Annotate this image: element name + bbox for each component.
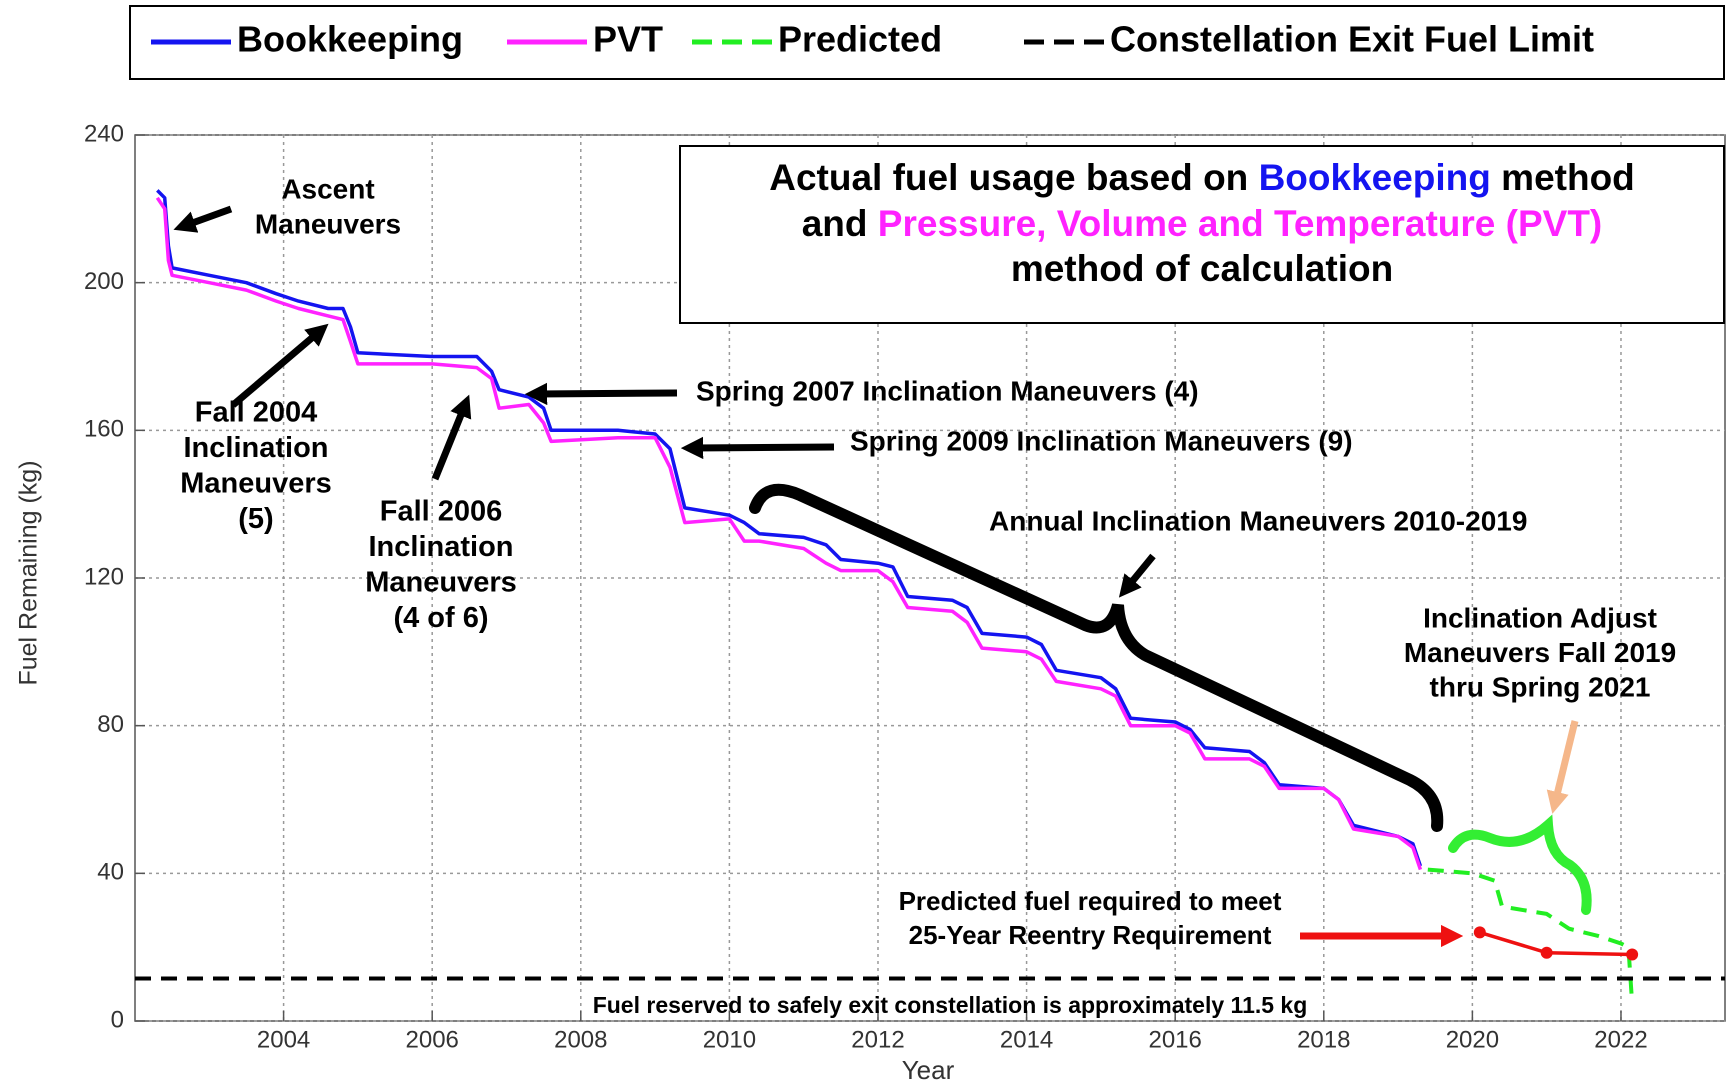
y-tick-label: 120	[84, 563, 124, 590]
title-segment: Bookkeeping	[1259, 157, 1491, 198]
annotation: Maneuvers	[255, 208, 401, 239]
title-line: and Pressure, Volume and Temperature (PV…	[802, 203, 1603, 244]
y-tick-label: 40	[97, 859, 124, 886]
annotation: Fall 2006	[380, 496, 503, 528]
arrow	[431, 394, 472, 481]
x-tick-label: 2014	[1000, 1026, 1053, 1053]
legend-label: PVT	[593, 19, 663, 60]
y-tick-label: 80	[97, 711, 124, 738]
arrow	[1118, 553, 1156, 598]
y-tick-label: 160	[84, 416, 124, 443]
annotation: 25-Year Reentry Requirement	[909, 920, 1272, 950]
title-segment: method of calculation	[1011, 248, 1393, 289]
annotation: Fuel reserved to safely exit constellati…	[593, 992, 1308, 1018]
series-line	[155, 196, 1423, 871]
annotation: Inclination	[184, 432, 329, 464]
arrow	[230, 323, 329, 408]
title-line: Actual fuel usage based on Bookkeeping m…	[769, 157, 1635, 198]
y-tick-label: 200	[84, 268, 124, 295]
y-tick-label: 240	[84, 120, 124, 147]
arrows	[173, 205, 1592, 948]
reentry-point	[1626, 948, 1639, 961]
title-segment: and	[802, 203, 878, 244]
x-tick-label: 2020	[1446, 1026, 1499, 1053]
arrow	[680, 436, 835, 460]
x-tick-label: 2018	[1297, 1026, 1350, 1053]
x-tick-label: 2010	[703, 1026, 756, 1053]
x-tick-label: 2012	[851, 1026, 904, 1053]
annotation: thru Spring 2021	[1430, 671, 1651, 702]
x-tick-label: 2004	[257, 1026, 310, 1053]
annotation: (4 of 6)	[393, 602, 488, 634]
annotation: Maneuvers	[180, 468, 332, 500]
x-tick-label: 2006	[406, 1026, 459, 1053]
x-tick-label: 2008	[554, 1026, 607, 1053]
plot-lines	[135, 189, 1725, 1003]
reentry-point	[1540, 946, 1553, 959]
arrow	[1546, 720, 1579, 814]
y-tick-label: 0	[111, 1006, 124, 1033]
series-line	[1427, 867, 1635, 1003]
reentry-point	[1473, 926, 1486, 939]
annotation: Spring 2009 Inclination Maneuvers (9)	[850, 425, 1353, 456]
arrow	[524, 382, 678, 406]
x-axis-label: Year	[902, 1055, 955, 1085]
brace	[749, 483, 1444, 832]
y-axis-label: Fuel Remaining (kg)	[15, 460, 43, 685]
annotation: Spring 2007 Inclination Maneuvers (4)	[696, 375, 1199, 406]
annotation: Inclination	[369, 531, 514, 563]
arrow	[173, 205, 233, 233]
legend-box	[129, 5, 1725, 80]
brace	[1448, 814, 1592, 915]
series-line	[156, 189, 1423, 867]
annotation: Maneuvers Fall 2019	[1404, 637, 1676, 668]
annotation: Inclination Adjust	[1423, 602, 1657, 633]
annotation: Fall 2004	[195, 397, 318, 429]
x-tick-label: 2016	[1148, 1026, 1201, 1053]
annotation: Predicted fuel required to meet	[899, 886, 1282, 916]
title-segment: Actual fuel usage based on	[769, 157, 1258, 198]
title-segment: Pressure, Volume and Temperature (PVT)	[878, 203, 1602, 244]
legend-label: Bookkeeping	[237, 19, 463, 60]
annotation: (5)	[238, 503, 273, 535]
title-line: method of calculation	[1011, 248, 1393, 289]
legend-label: Constellation Exit Fuel Limit	[1110, 19, 1594, 60]
annotation: Annual Inclination Maneuvers 2010-2019	[989, 505, 1527, 536]
title-segment: method	[1491, 157, 1635, 198]
annotation: Maneuvers	[365, 567, 517, 599]
legend-label: Predicted	[778, 19, 942, 60]
annotation: Ascent	[281, 173, 374, 204]
x-tick-label: 2022	[1594, 1026, 1647, 1053]
title-box	[679, 145, 1725, 324]
